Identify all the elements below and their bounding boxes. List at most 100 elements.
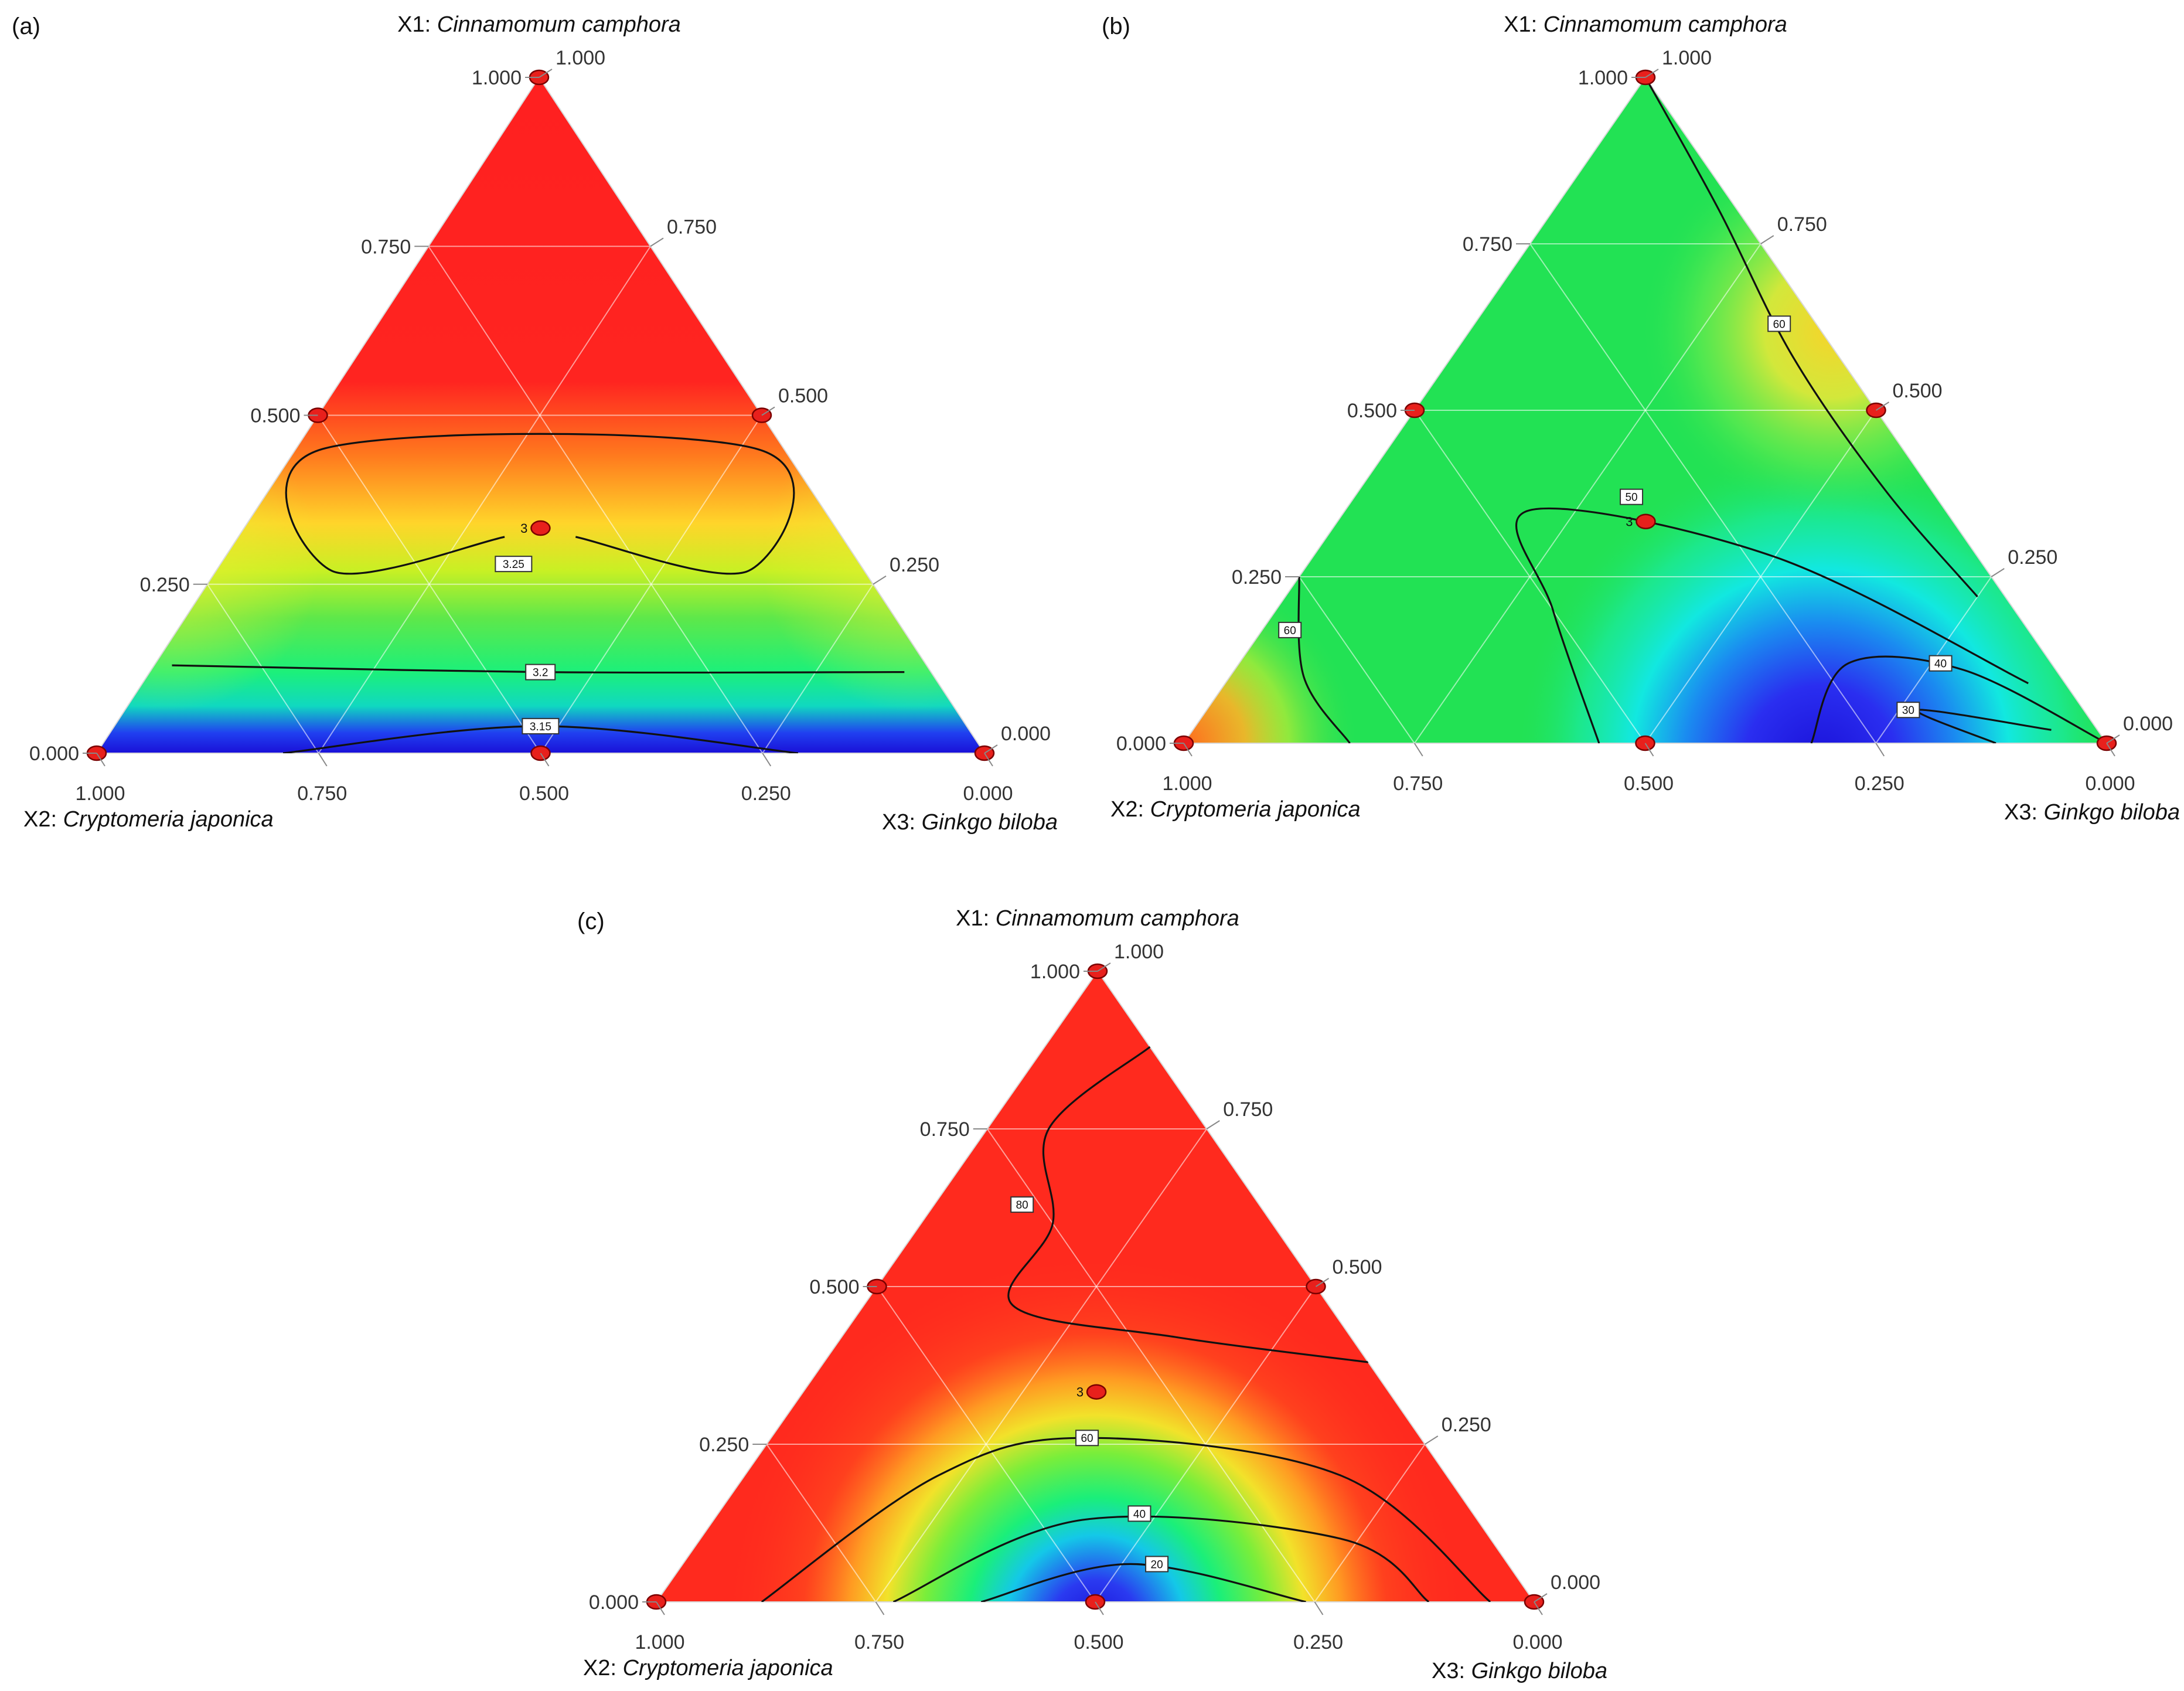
contour-label: 20 [1145,1556,1169,1573]
right-axis-tick: 0.000 [2123,713,2173,735]
contour-label-box [1075,1430,1099,1447]
right-axis-tick: 0.250 [890,554,939,576]
contour-label: 30 [1896,702,1920,719]
vertex-label-x1: X1: Cinnamomum camphora [956,906,1239,931]
contour-line-40 [892,1515,1430,1602]
contour-label: 50 [1620,488,1644,505]
left-axis-tick: 0.000 [1116,733,1166,755]
ternary-plot-b: 60 50 40 60 30 3 0.000 0.250 0.500 0.750 1.000 1.00… [1102,12,2180,825]
right-axis-tick: 0.750 [1777,213,1827,236]
grid-lines [206,246,874,754]
vertex-label-x3: X3: Ginkgo biloba [882,810,1058,835]
vertex-label-x1: X1: Cinnamomum camphora [397,12,681,37]
contour-line-80 [1007,1046,1369,1363]
bottom-axis-tick: 1.000 [75,782,125,805]
grid-line [1529,243,1877,744]
right-axis-tick: 1.000 [1114,941,1164,963]
left-axis-tick: 1.000 [1578,67,1628,89]
bottom-axis-tick: 0.250 [741,782,791,805]
contour-label: 60 [1767,315,1791,332]
bottom-axis-tick: 0.500 [1624,773,1674,795]
contour-label-text: 60 [1284,625,1296,637]
tick-mark [984,753,993,767]
bottom-axis-tick: 0.750 [1393,773,1443,795]
panel-label: (a) [12,13,40,39]
left-axis-tick: 0.250 [1232,566,1282,588]
right-axis-tick: 0.000 [1001,723,1051,745]
tick-mark [875,1601,885,1615]
grid-lines [766,1128,1426,1602]
contour-label-text: 3.15 [530,721,551,733]
contour-label: 3.15 [522,717,560,734]
contour-label-box [1145,1556,1169,1573]
tick-mark [1314,1601,1324,1615]
tick-mark [873,575,887,585]
contour-label: 40 [1929,655,1953,672]
contour-label-text: 60 [1081,1433,1093,1445]
tick-mark [1095,1601,1104,1615]
left-axis-tick: 0.250 [140,574,190,596]
contour-label-box [1929,655,1953,672]
tick-mark [984,744,998,754]
contour-label: 40 [1127,1505,1151,1522]
contour-line-3.25 [285,433,795,575]
tick-mark [1991,568,2005,577]
tick-mark [1425,1435,1439,1445]
panel-label: (b) [1102,13,1130,39]
left-axis-tick: 0.000 [589,1591,639,1614]
grid-line [317,414,541,754]
left-axis-tick: 0.000 [29,743,79,765]
contour-label-text: 80 [1016,1199,1028,1212]
contour-label-box [495,556,533,573]
grid-lines [1299,243,1992,744]
contour-label: 80 [1010,1196,1034,1213]
vertex-label-x3: X3: Ginkgo biloba [2004,800,2180,825]
right-axis-tick: 1.000 [556,47,605,69]
left-axis-tick: 0.750 [920,1118,970,1141]
contour-label-box [522,717,560,734]
grid-line [206,584,319,754]
contour-label-text: 30 [1902,705,1914,717]
right-axis-tick: 0.750 [1223,1098,1273,1121]
bottom-axis-tick: 0.500 [519,782,569,805]
tick-mark [761,406,775,416]
tick-mark [1097,962,1111,972]
right-axis-tick: 0.250 [1442,1414,1491,1436]
contour-label-box [1127,1505,1151,1522]
bottom-axis-tick: 0.500 [1074,1631,1123,1653]
tick-mark [2106,734,2120,744]
tick-mark [1875,402,1890,411]
replicate-count: 3 [1076,1385,1084,1400]
grid-line [428,246,764,754]
grid-line [540,414,762,754]
tick-mark [1875,743,1885,757]
tick-mark [650,237,664,247]
contour-label: 3.2 [525,664,556,681]
contour-label-text: 40 [1133,1508,1146,1520]
right-axis-tick: 0.750 [667,216,717,238]
tick-mark [2106,743,2115,757]
right-axis-tick: 0.500 [1893,380,1943,402]
contour-label-text: 40 [1934,658,1947,671]
right-axis-tick: 0.250 [2008,546,2057,569]
vertex-label-x2: X2: Cryptomeria japonica [583,1656,833,1680]
bottom-axis-tick: 0.250 [1293,1631,1343,1653]
ternary-plot-a: 3.25 3.2 3.15 3 0.000 0.250 0.500 0.750 1.000 1.0… [12,12,1058,835]
design-point [530,520,551,536]
contour-line-50 [1515,507,2029,743]
bottom-axis-tick: 0.750 [297,782,347,805]
left-axis-tick: 0.500 [1347,400,1397,422]
bottom-axis-tick: 0.000 [2085,773,2135,795]
contour-line-20 [980,1563,1306,1602]
bottom-axis-tick: 0.000 [963,782,1013,805]
contour-label-text: 60 [1773,318,1786,331]
tick-mark [1413,743,1423,757]
right-axis-tick: 0.500 [778,385,828,407]
bottom-axis-tick: 0.750 [854,1631,904,1653]
tick-mark [540,753,550,767]
contour-label: 60 [1075,1430,1099,1447]
tick-mark [1315,1278,1330,1287]
tick-mark [1644,743,1654,757]
bottom-axis-tick: 1.000 [635,1631,684,1653]
